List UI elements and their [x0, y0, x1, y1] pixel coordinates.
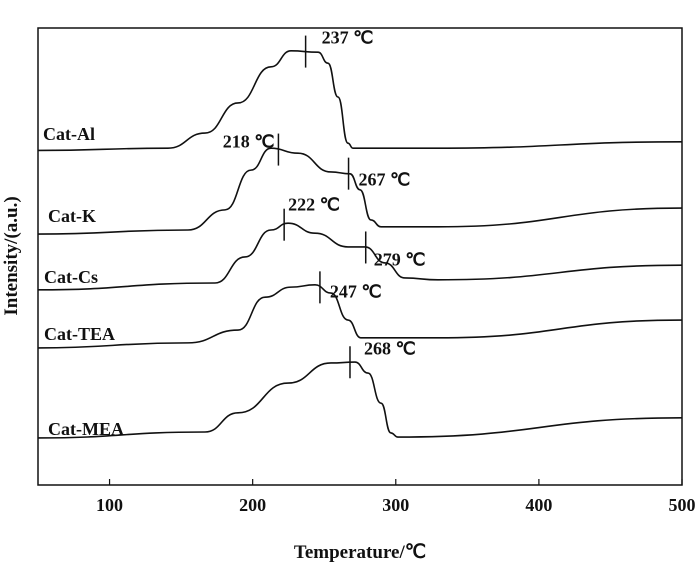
x-tick-label: 500: [669, 495, 696, 515]
peak-label: 279 ℃: [374, 249, 426, 269]
series-line-cat-tea: [37, 284, 683, 349]
peak-label: 247 ℃: [330, 281, 382, 301]
x-tick-label: 200: [239, 495, 266, 515]
series-label: Cat-TEA: [44, 324, 115, 344]
series-line-cat-cs: [37, 222, 683, 291]
x-tick-label: 400: [525, 495, 552, 515]
series-label: Cat-MEA: [48, 419, 124, 439]
peak-label: 222 ℃: [288, 195, 340, 215]
series-line-cat-al: [37, 50, 683, 152]
peak-label: 237 ℃: [322, 28, 374, 48]
peak-label: 267 ℃: [359, 170, 411, 190]
plot-frame: [37, 27, 683, 486]
series-label: Cat-Cs: [44, 267, 98, 287]
series-label: Cat-K: [48, 206, 96, 226]
x-tick-label: 300: [382, 495, 409, 515]
x-tick-label: 100: [96, 495, 123, 515]
series-line-cat-mea: [37, 361, 683, 439]
y-axis-label: Intensity/(a.u.): [1, 196, 22, 315]
peak-label: 268 ℃: [364, 338, 416, 358]
series-line-cat-k: [37, 147, 683, 235]
x-axis-label: Temperature/℃: [294, 542, 426, 563]
series-label: Cat-Al: [43, 124, 95, 144]
peak-label: 218 ℃: [223, 132, 275, 152]
